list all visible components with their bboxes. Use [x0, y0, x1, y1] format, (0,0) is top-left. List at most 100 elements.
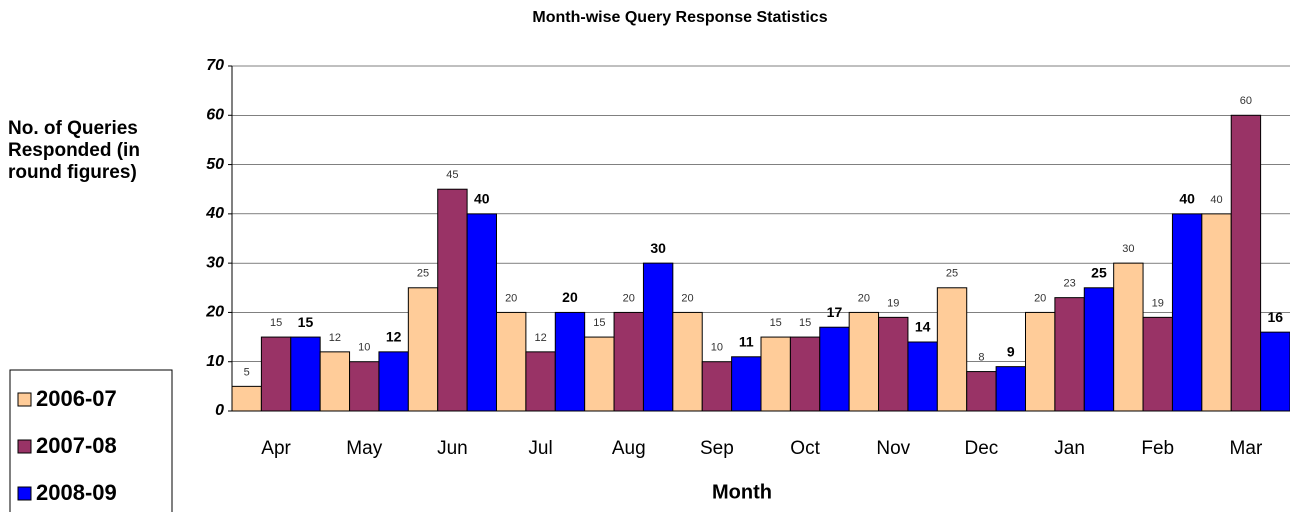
bar	[966, 371, 997, 412]
data-label: 14	[915, 319, 931, 335]
bar	[848, 311, 880, 412]
x-axis-label: Month	[712, 481, 772, 503]
y-tick-label: 30	[206, 254, 224, 271]
data-label: 20	[562, 289, 578, 305]
bar	[1025, 311, 1056, 412]
data-label: 12	[329, 332, 341, 344]
legend-swatch	[17, 439, 32, 454]
data-label: 17	[827, 304, 843, 320]
bar	[642, 262, 674, 412]
data-label: 16	[1268, 309, 1284, 325]
data-label: 45	[446, 169, 458, 181]
data-label: 15	[799, 317, 811, 329]
bar	[319, 351, 351, 412]
bar	[760, 336, 791, 412]
y-tick-label: 20	[205, 304, 224, 321]
bar	[1260, 331, 1290, 412]
bar	[260, 336, 292, 412]
y-tick-label: 10	[206, 353, 224, 370]
bar	[995, 366, 1026, 412]
x-tick-label: Apr	[261, 438, 291, 459]
bar	[701, 361, 733, 412]
data-label: 15	[270, 317, 282, 329]
data-label: 19	[887, 297, 899, 309]
bar	[672, 311, 703, 412]
bar	[1113, 262, 1144, 412]
y-tick-label: 50	[206, 156, 224, 173]
bar	[584, 336, 615, 412]
legend-label: 2006-07	[36, 386, 117, 411]
x-tick-label: Nov	[876, 438, 910, 459]
bar	[1083, 287, 1115, 412]
bar	[789, 336, 821, 412]
bar	[731, 356, 762, 412]
data-label: 60	[1240, 95, 1252, 107]
data-label: 40	[1179, 191, 1195, 207]
y-tick-label: 70	[206, 57, 224, 74]
data-label: 19	[1152, 297, 1164, 309]
legend-swatch	[17, 392, 32, 407]
bar	[1201, 213, 1232, 412]
data-label: 8	[978, 351, 984, 363]
y-axis-label: No. of Queries Responded (in round figur…	[8, 118, 140, 183]
y-tick-label: 60	[206, 107, 224, 124]
bar	[819, 326, 850, 412]
bar	[231, 385, 262, 412]
x-tick-label: Jun	[437, 438, 468, 459]
bar	[496, 311, 527, 412]
data-label: 25	[417, 268, 429, 280]
data-label: 20	[681, 292, 693, 304]
data-label: 30	[1122, 243, 1134, 255]
bar	[554, 311, 586, 412]
data-label: 30	[650, 240, 666, 256]
data-label: 10	[711, 342, 723, 354]
bar	[525, 351, 556, 412]
data-label: 9	[1007, 343, 1015, 359]
bar	[878, 316, 909, 412]
y-tick-label: 40	[205, 205, 224, 222]
data-label: 20	[858, 292, 870, 304]
x-tick-label: Aug	[612, 438, 646, 459]
chart-title: Month-wise Query Response Statistics	[532, 9, 827, 26]
bar	[437, 188, 468, 412]
data-label: 5	[244, 366, 250, 378]
data-label: 25	[1091, 264, 1107, 280]
data-label: 40	[1210, 194, 1222, 206]
x-tick-label: Mar	[1230, 438, 1263, 459]
legend-swatch	[17, 486, 32, 501]
bar	[407, 287, 439, 412]
x-tick-label: Dec	[965, 438, 999, 459]
data-label: 12	[534, 332, 546, 344]
data-label: 10	[358, 342, 370, 354]
bar	[936, 287, 968, 412]
bar	[1054, 297, 1085, 412]
data-label: 12	[386, 329, 402, 345]
data-label: 20	[1034, 292, 1046, 304]
data-label: 20	[505, 292, 517, 304]
data-label: 15	[770, 317, 782, 329]
x-tick-label: Jul	[528, 438, 552, 459]
x-tick-label: Jan	[1054, 438, 1085, 459]
bar	[1142, 316, 1173, 412]
data-label: 23	[1063, 278, 1075, 290]
legend-box	[9, 369, 173, 512]
x-tick-label: May	[346, 438, 382, 459]
x-tick-label: Sep	[700, 438, 734, 459]
legend-label: 2008-09	[36, 480, 117, 505]
bar	[466, 213, 498, 412]
y-tick-label: 0	[215, 402, 224, 419]
data-label: 11	[739, 333, 754, 349]
x-tick-label: Oct	[790, 438, 820, 459]
bar	[378, 351, 409, 412]
legend-label: 2007-08	[36, 433, 117, 458]
x-tick-label: Feb	[1141, 438, 1174, 459]
bar	[349, 361, 380, 412]
bar	[613, 311, 644, 412]
bar	[290, 336, 321, 412]
data-label: 40	[474, 191, 490, 207]
data-label: 20	[623, 292, 635, 304]
bar	[1171, 213, 1203, 412]
bar	[907, 341, 938, 412]
bar	[1230, 114, 1262, 412]
